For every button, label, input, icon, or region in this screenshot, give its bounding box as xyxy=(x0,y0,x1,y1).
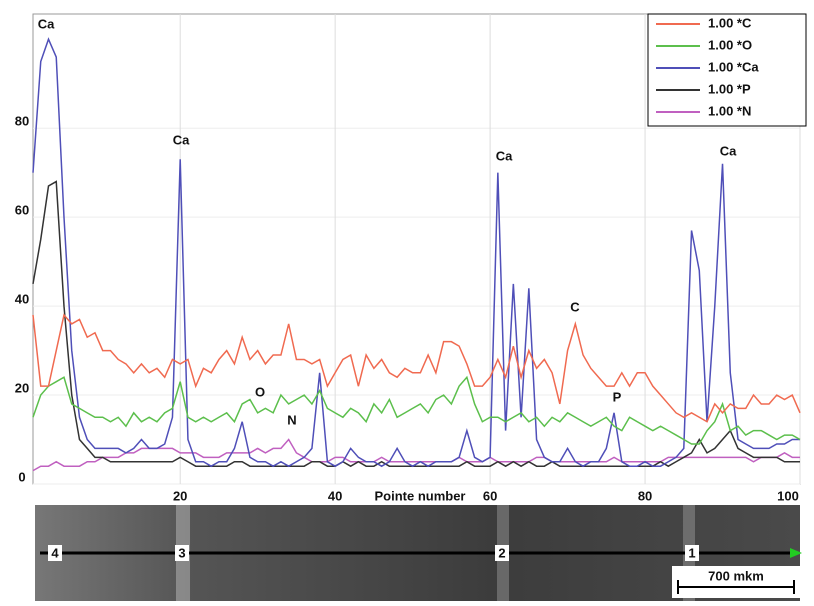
x-tick-label: 80 xyxy=(638,488,652,503)
legend-label: 1.00 *O xyxy=(708,37,752,52)
y-tick-label: 0 xyxy=(18,469,25,484)
point-label: 1 xyxy=(688,545,695,560)
legend-label: 1.00 *P xyxy=(708,81,751,96)
scale-label: 700 mkm xyxy=(708,568,764,583)
annotation: Ca xyxy=(38,16,55,31)
point-label: 4 xyxy=(51,545,59,560)
x-tick-label: 100 xyxy=(777,488,799,503)
micrograph: 4 3 2 1 700 mkm xyxy=(35,505,802,601)
x-axis-label: Pointe number xyxy=(374,488,465,503)
x-tick-label: 40 xyxy=(328,488,342,503)
page: {"chart_data": {"type": "line", "x_label… xyxy=(0,0,814,601)
annotation: C xyxy=(570,299,580,314)
legend-label: 1.00 *C xyxy=(708,15,752,30)
annotation: O xyxy=(255,384,265,399)
y-tick-label: 60 xyxy=(15,203,29,218)
annotation: Ca xyxy=(496,148,513,163)
annotation: P xyxy=(613,389,622,404)
point-label: 3 xyxy=(178,545,185,560)
chart: 4 3 2 1 700 mkm Pointe number 0 20 40 60 80 2… xyxy=(0,0,814,601)
legend-label: 1.00 *Ca xyxy=(708,59,759,74)
legend-label: 1.00 *N xyxy=(708,103,751,118)
y-tick-label: 80 xyxy=(15,114,29,129)
x-tick-label: 20 xyxy=(173,488,187,503)
annotation: Ca xyxy=(720,143,737,158)
x-tick-label: 60 xyxy=(483,488,497,503)
y-tick-label: 40 xyxy=(15,292,29,307)
annotation: Ca xyxy=(173,132,190,147)
annotation: N xyxy=(287,412,296,427)
y-tick-label: 20 xyxy=(15,380,29,395)
point-label: 2 xyxy=(498,545,505,560)
